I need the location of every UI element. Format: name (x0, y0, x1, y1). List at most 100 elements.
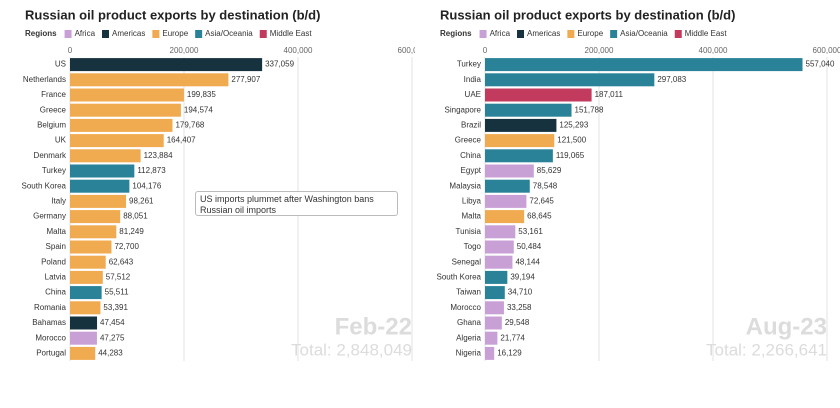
category-label: Brazil (461, 121, 481, 130)
bar (485, 134, 555, 148)
bar (485, 164, 534, 178)
bar (70, 286, 102, 300)
bar (485, 225, 516, 239)
x-tick-label: 600,000 (398, 46, 415, 55)
bar (70, 179, 130, 193)
category-label: UAE (465, 90, 481, 99)
value-label: 112,873 (137, 166, 166, 175)
legend-label: Middle East (270, 29, 313, 38)
category-label: Belgium (37, 121, 66, 130)
category-label: India (464, 75, 482, 84)
category-label: Tunisia (456, 227, 482, 236)
category-label: Greece (455, 136, 482, 145)
x-tick-label: 0 (483, 46, 488, 55)
bar (485, 316, 502, 330)
chart-title: Russian oil product exports by destinati… (25, 7, 320, 22)
legend-swatch (517, 30, 525, 38)
category-label: Denmark (34, 151, 67, 160)
x-tick-label: 400,000 (284, 46, 313, 55)
value-label: 88,051 (123, 212, 148, 221)
value-label: 297,083 (657, 75, 686, 84)
bar (485, 149, 553, 163)
category-label: Greece (40, 105, 67, 114)
bar (485, 103, 572, 117)
bar (485, 331, 498, 345)
value-label: 72,700 (114, 242, 139, 251)
category-label: Malta (461, 212, 481, 221)
bar (70, 103, 181, 117)
annotation: US imports plummet after Washington bans… (195, 191, 398, 216)
value-label: 53,391 (103, 303, 128, 312)
value-label: 33,258 (507, 303, 532, 312)
bar (485, 58, 803, 72)
value-label: 72,645 (529, 197, 554, 206)
bar (70, 88, 184, 102)
legend-label: Europe (577, 29, 603, 38)
legend-swatch (259, 30, 267, 38)
bar (70, 149, 141, 163)
category-label: US (55, 60, 66, 69)
bar (485, 88, 592, 102)
legend-swatch (152, 30, 160, 38)
category-label: Taiwan (456, 288, 481, 297)
legend-label: Americas (527, 29, 560, 38)
category-label: Portugal (36, 349, 66, 358)
value-label: 557,040 (806, 60, 835, 69)
bar (70, 316, 98, 330)
category-label: South Korea (22, 181, 67, 190)
category-label: China (45, 288, 66, 297)
legend-label: Asia/Oceania (620, 29, 668, 38)
x-tick-label: 400,000 (699, 46, 728, 55)
period-label: Feb-22 (335, 313, 412, 340)
category-label: Libya (462, 197, 482, 206)
total-label: Total: 2,266,641 (706, 340, 827, 359)
bar (485, 210, 525, 224)
bar (70, 301, 101, 315)
bar (485, 346, 495, 360)
bar (70, 346, 96, 360)
category-label: Poland (41, 257, 66, 266)
category-label: Singapore (445, 105, 482, 114)
value-label: 68,645 (527, 212, 552, 221)
legend-label: Europe (162, 29, 188, 38)
category-label: South Korea (437, 273, 482, 282)
value-label: 98,261 (129, 197, 154, 206)
value-label: 187,011 (595, 90, 624, 99)
value-label: 44,283 (98, 349, 123, 358)
bar (70, 270, 103, 284)
chart-title: Russian oil product exports by destinati… (440, 7, 735, 22)
x-tick-label: 200,000 (585, 46, 614, 55)
category-label: Germany (33, 212, 66, 221)
legend-label: Africa (490, 29, 511, 38)
category-label: Spain (46, 242, 66, 251)
bar (485, 286, 505, 300)
category-label: France (41, 90, 66, 99)
category-label: Turkey (457, 60, 481, 69)
value-label: 34,710 (508, 288, 533, 297)
legend-label: Asia/Oceania (205, 29, 253, 38)
bar (70, 210, 121, 224)
category-label: Netherlands (23, 75, 66, 84)
category-label: Bahamas (32, 318, 66, 327)
bar (70, 194, 127, 208)
chart: Russian oil product exports by destinati… (437, 7, 840, 361)
bar (485, 301, 504, 315)
category-label: Egypt (461, 166, 482, 175)
value-label: 78,548 (533, 181, 558, 190)
total-label: Total: 2,848,049 (291, 340, 412, 359)
value-label: 21,774 (500, 333, 525, 342)
bar (485, 194, 527, 208)
bar (485, 240, 514, 254)
bar (70, 73, 229, 87)
bar (70, 164, 135, 178)
category-label: Morocco (450, 303, 481, 312)
legend-label: Americas (112, 29, 145, 38)
value-label: 179,768 (175, 121, 204, 130)
category-label: China (460, 151, 481, 160)
legend-title: Regions (440, 29, 472, 38)
value-label: 47,454 (100, 318, 125, 327)
category-label: Nigeria (456, 349, 482, 358)
legend-label: Africa (75, 29, 96, 38)
value-label: 85,629 (537, 166, 562, 175)
legend-swatch (479, 30, 487, 38)
